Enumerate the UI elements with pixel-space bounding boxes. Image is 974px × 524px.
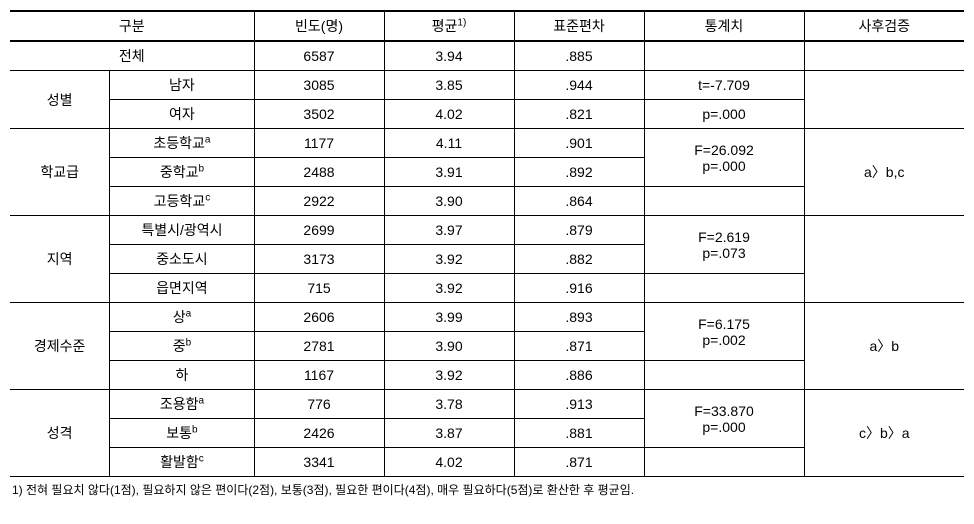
header-category: 구분	[10, 11, 254, 41]
cell-freq: 3085	[254, 71, 384, 100]
cell-freq: 2426	[254, 419, 384, 448]
cell-subcat: 활발함c	[110, 448, 254, 477]
cell-stat: F=2.619p=.073	[644, 216, 804, 274]
group-label-gender: 성별	[10, 71, 110, 129]
cell-freq: 3341	[254, 448, 384, 477]
table-header-row: 구분 빈도(명) 평균1) 표준편차 통계치 사후검증	[10, 11, 964, 41]
cell-freq: 3502	[254, 100, 384, 129]
group-label-economy: 경제수준	[10, 303, 110, 390]
cell-subcat: 읍면지역	[110, 274, 254, 303]
cell-stat-empty	[644, 274, 804, 303]
cell-mean: 3.90	[384, 332, 514, 361]
cell-sd: .881	[514, 419, 644, 448]
cell-freq: 2781	[254, 332, 384, 361]
table-row: 학교급 초등학교a 1177 4.11 .901 F=26.092p=.000 …	[10, 129, 964, 158]
cell-stat-empty	[644, 448, 804, 477]
table-body: 전체 6587 3.94 .885 성별 남자 3085 3.85 .944 t…	[10, 41, 964, 477]
cell-sd: .879	[514, 216, 644, 245]
cell-stat: t=-7.709	[644, 71, 804, 100]
cell-subcat: 초등학교a	[110, 129, 254, 158]
cell-sd: .882	[514, 245, 644, 274]
cell-freq: 776	[254, 390, 384, 419]
table-row: 지역 특별시/광역시 2699 3.97 .879 F=2.619p=.073	[10, 216, 964, 245]
cell-mean: 3.85	[384, 71, 514, 100]
cell-freq: 2488	[254, 158, 384, 187]
cell-subcat: 고등학교c	[110, 187, 254, 216]
cell-subcat: 특별시/광역시	[110, 216, 254, 245]
cell-sd: .913	[514, 390, 644, 419]
header-stat: 통계치	[644, 11, 804, 41]
cell-sd: .821	[514, 100, 644, 129]
cell-posthoc	[804, 41, 964, 71]
cell-mean: 3.78	[384, 390, 514, 419]
cell-stat-empty	[644, 361, 804, 390]
cell-mean: 3.87	[384, 419, 514, 448]
cell-subcat: 보통b	[110, 419, 254, 448]
cell-mean: 3.97	[384, 216, 514, 245]
header-mean: 평균1)	[384, 11, 514, 41]
stats-table: 구분 빈도(명) 평균1) 표준편차 통계치 사후검증 전체 6587 3.94…	[10, 10, 964, 477]
cell-mean: 3.92	[384, 274, 514, 303]
cell-stat: F=26.092p=.000	[644, 129, 804, 187]
table-footnote: 1) 전혀 필요치 않다(1점), 필요하지 않은 편이다(2점), 보통(3점…	[10, 481, 964, 498]
cell-subcat: 상a	[110, 303, 254, 332]
table-row: 경제수준 상a 2606 3.99 .893 F=6.175p=.002 a〉b	[10, 303, 964, 332]
cell-mean: 3.92	[384, 361, 514, 390]
cell-posthoc	[804, 216, 964, 303]
table-row: 전체 6587 3.94 .885	[10, 41, 964, 71]
cell-subcat: 중학교b	[110, 158, 254, 187]
cell-mean: 3.91	[384, 158, 514, 187]
cell-mean: 4.02	[384, 448, 514, 477]
cell-freq: 715	[254, 274, 384, 303]
cell-freq: 3173	[254, 245, 384, 274]
cell-freq: 2606	[254, 303, 384, 332]
cell-mean: 4.02	[384, 100, 514, 129]
header-sd: 표준편차	[514, 11, 644, 41]
cell-stat: F=33.870p=.000	[644, 390, 804, 448]
cell-subcat: 남자	[110, 71, 254, 100]
table-row: 성별 남자 3085 3.85 .944 t=-7.709	[10, 71, 964, 100]
cell-freq: 1167	[254, 361, 384, 390]
cell-posthoc: a〉b	[804, 303, 964, 390]
table-row: 성격 조용함a 776 3.78 .913 F=33.870p=.000 c〉b…	[10, 390, 964, 419]
cell-posthoc	[804, 71, 964, 129]
cell-sd: .864	[514, 187, 644, 216]
group-label-school: 학교급	[10, 129, 110, 216]
cell-mean: 4.11	[384, 129, 514, 158]
cell-sd: .871	[514, 448, 644, 477]
cell-stat: F=6.175p=.002	[644, 303, 804, 361]
cell-posthoc: a〉b,c	[804, 129, 964, 216]
cell-stat-empty	[644, 187, 804, 216]
cell-freq: 6587	[254, 41, 384, 71]
header-frequency: 빈도(명)	[254, 11, 384, 41]
cell-sd: .871	[514, 332, 644, 361]
cell-posthoc: c〉b〉a	[804, 390, 964, 477]
cell-subcat: 조용함a	[110, 390, 254, 419]
cell-sd: .886	[514, 361, 644, 390]
cell-freq: 2699	[254, 216, 384, 245]
cell-sd: .916	[514, 274, 644, 303]
cell-mean: 3.92	[384, 245, 514, 274]
cell-stat	[644, 41, 804, 71]
group-label-personality: 성격	[10, 390, 110, 477]
cell-freq: 2922	[254, 187, 384, 216]
cell-subcat: 중b	[110, 332, 254, 361]
cell-stat: p=.000	[644, 100, 804, 129]
cell-subcat: 하	[110, 361, 254, 390]
total-label: 전체	[10, 41, 254, 71]
cell-sd: .892	[514, 158, 644, 187]
cell-subcat: 중소도시	[110, 245, 254, 274]
cell-sd: .893	[514, 303, 644, 332]
header-posthoc: 사후검증	[804, 11, 964, 41]
cell-mean: 3.99	[384, 303, 514, 332]
cell-sd: .944	[514, 71, 644, 100]
cell-freq: 1177	[254, 129, 384, 158]
cell-mean: 3.94	[384, 41, 514, 71]
group-label-region: 지역	[10, 216, 110, 303]
cell-mean: 3.90	[384, 187, 514, 216]
stats-table-container: 구분 빈도(명) 평균1) 표준편차 통계치 사후검증 전체 6587 3.94…	[10, 10, 964, 498]
cell-subcat: 여자	[110, 100, 254, 129]
cell-sd: .885	[514, 41, 644, 71]
cell-sd: .901	[514, 129, 644, 158]
